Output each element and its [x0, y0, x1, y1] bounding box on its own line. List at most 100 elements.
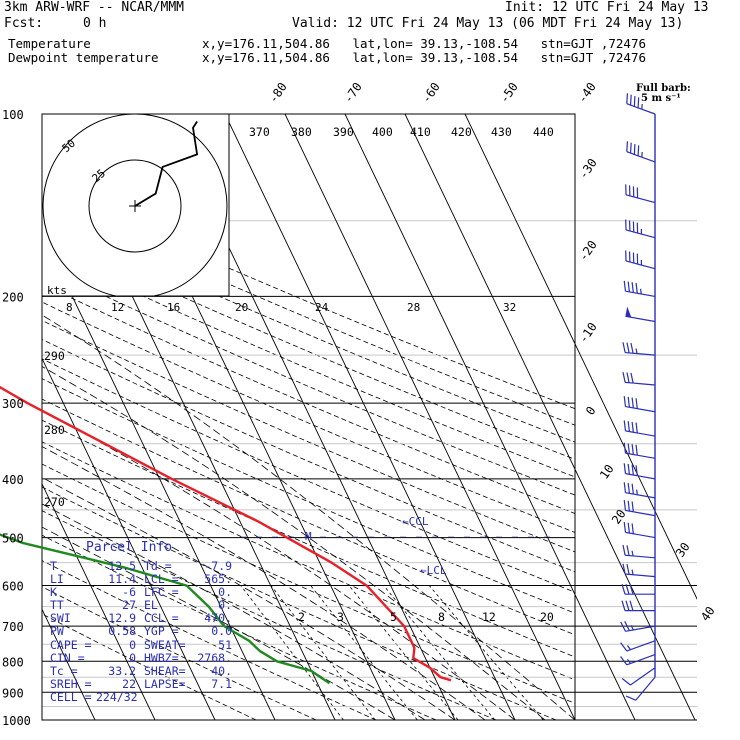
barb-full — [631, 523, 634, 534]
hodograph-ring-25 — [88, 159, 182, 253]
barb-full — [635, 465, 638, 476]
parcel-value: 0 — [129, 650, 136, 665]
parcel-key: CELL = — [50, 689, 92, 704]
barb-half — [635, 348, 638, 354]
isotherm-line — [464, 114, 697, 600]
wind-speed-label: 12 — [111, 301, 124, 314]
parcel-key: EL — [144, 598, 158, 613]
model-name: 3km ARW-WRF -- NCAR/MMM — [4, 0, 185, 15]
barb-shaft — [625, 509, 656, 517]
barb-full — [621, 678, 631, 686]
barb-full — [621, 600, 626, 611]
parcel-row: SREH = 22 LAPSE= 7.1 — [50, 676, 232, 691]
barb-full — [627, 522, 630, 534]
barb-full — [623, 463, 627, 474]
barb-full — [625, 584, 630, 595]
barb-shaft — [625, 452, 656, 459]
theta-label-left: 290 — [44, 349, 65, 363]
barb-full — [631, 444, 634, 455]
legend-temperature-location: x,y=176.11,504.86 lat,lon= 39.13,-108.54… — [202, 36, 647, 51]
parcel-row: TT 27 EL 0. — [50, 599, 232, 612]
hodograph-trace — [134, 121, 199, 207]
barb-full — [622, 544, 626, 556]
parcel-value: 0. — [218, 598, 232, 613]
barb-full — [630, 372, 634, 384]
wind-barb — [625, 250, 656, 270]
temperature-line — [0, 385, 452, 682]
barb-full — [626, 342, 630, 354]
theta-label: 400 — [372, 125, 393, 139]
legend-temperature-name: Temperature — [8, 36, 91, 51]
parcel-row: LI 11.4 LCL = 565. — [50, 572, 232, 586]
barb-full — [623, 442, 627, 454]
barb-note-value: 5 m s⁻¹ — [641, 93, 681, 104]
barb-full — [627, 443, 630, 454]
barb-note-title: Full barb: — [636, 83, 691, 94]
barb-shaft — [626, 654, 656, 666]
pressure-label: 900 — [2, 686, 24, 700]
parcel-value: 27 — [122, 598, 136, 613]
barb-full — [627, 421, 630, 432]
barb-full — [620, 621, 626, 632]
pressure-label: 700 — [2, 620, 24, 634]
legend-dewpoint-name: Dewpoint temperature — [8, 50, 159, 65]
parcel-value: 470. — [204, 611, 232, 626]
parcel-key: Td = — [144, 559, 172, 573]
hodograph-unit: kts — [47, 284, 67, 297]
parcel-value: -7.9 — [204, 559, 232, 573]
barb-full — [631, 421, 634, 433]
wind-barb — [622, 544, 656, 559]
barb-shaft — [625, 625, 656, 632]
barb-half — [640, 288, 642, 295]
forecast-hour: 0 h — [83, 16, 107, 31]
barb-shaft — [625, 405, 656, 413]
barb-full — [624, 621, 630, 631]
barb-full — [622, 563, 626, 575]
barb-full — [626, 141, 629, 152]
isotherm-label: 40 — [698, 604, 718, 624]
wind-barb — [625, 306, 656, 323]
pressure-label: 200 — [2, 290, 24, 304]
isotherm-line — [42, 482, 156, 720]
wind-barb — [625, 676, 656, 701]
legend-dewpoint-location: x,y=176.11,504.86 lat,lon= 39.13,-108.54… — [202, 50, 647, 65]
theta-label-left: 280 — [44, 423, 65, 437]
barb-shaft — [626, 103, 656, 115]
wind-speed-label: 32 — [503, 301, 516, 314]
mixing-ratio-line — [383, 585, 496, 720]
barb-full — [633, 144, 636, 155]
parcel-key: CCL = — [144, 611, 179, 626]
mixing-ratio-label: 2 — [298, 610, 305, 624]
isotherm-label: -20 — [576, 238, 600, 264]
isotherm-line — [224, 114, 516, 720]
barb-shaft — [626, 151, 656, 163]
barb-full — [626, 545, 630, 556]
wind-speed-label: 20 — [235, 301, 248, 314]
parcel-value: 12.9 — [108, 611, 136, 626]
valid-time: Valid: 12 UTC Fri 24 May 13 (06 MDT Fri … — [292, 16, 684, 31]
isotherm-label: -70 — [341, 80, 365, 106]
pressure-label: 400 — [2, 473, 24, 487]
barb-shaft — [625, 290, 656, 298]
barb-full — [635, 282, 638, 294]
barb-full — [623, 482, 627, 493]
parcel-key: TT — [50, 598, 64, 613]
barb-full — [635, 422, 638, 434]
wind-barb — [623, 442, 656, 459]
barb-pennant — [625, 306, 632, 318]
m-annotation: M — [305, 530, 312, 543]
barb-full — [627, 500, 630, 512]
barb-full — [623, 280, 627, 292]
isotherm-line — [344, 114, 636, 720]
barb-full — [623, 499, 627, 511]
parcel-value: 40. — [211, 663, 232, 678]
lcl-annotation: ←LCL — [420, 564, 447, 577]
parcel-value: 7.1 — [211, 676, 232, 691]
barb-full — [623, 420, 627, 431]
wind-barb — [625, 184, 656, 204]
parcel-value: 0.58 — [108, 624, 136, 639]
parcel-row: Tc = 33.2 SHEAR= 40. — [50, 663, 232, 678]
barb-full — [629, 584, 634, 595]
parcel-value: 22 — [122, 676, 136, 691]
